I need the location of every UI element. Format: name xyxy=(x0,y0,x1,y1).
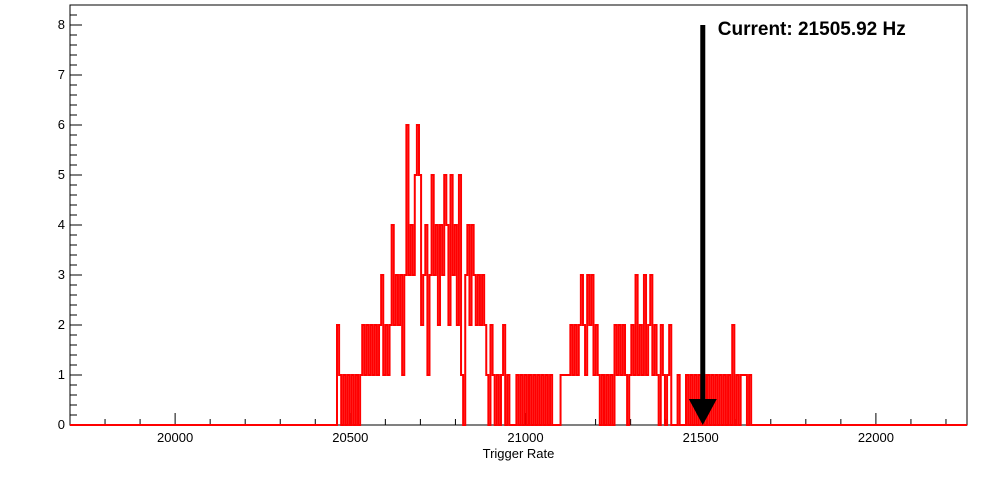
y-tick-label: 2 xyxy=(58,317,65,332)
annotation-arrow-head xyxy=(688,399,717,425)
x-tick-label: 21000 xyxy=(507,430,543,445)
y-tick-label: 3 xyxy=(58,267,65,282)
x-tick-label: 22000 xyxy=(858,430,894,445)
y-tick-label: 0 xyxy=(58,417,65,432)
y-tick-label: 6 xyxy=(58,117,65,132)
y-tick-label: 1 xyxy=(58,367,65,382)
current-rate-annotation: Current: 21505.92 Hz xyxy=(688,19,906,425)
y-tick-label: 8 xyxy=(58,17,65,32)
histogram-series-line xyxy=(70,124,967,426)
y-tick-label: 4 xyxy=(58,217,65,232)
y-tick-label: 5 xyxy=(58,167,65,182)
annotation-text: Current: 21505.92 Hz xyxy=(718,19,906,40)
x-tick-label: 20500 xyxy=(332,430,368,445)
y-tick-label: 7 xyxy=(58,67,65,82)
plot-frame xyxy=(69,4,968,426)
x-tick-label: 20000 xyxy=(157,430,193,445)
axis-tick-labels: 0 1 2 3 4 5 6 7 8 20000 20500 21000 21500 22000 xyxy=(58,17,894,445)
x-tick-label: 21500 xyxy=(683,430,719,445)
x-axis-title: Trigger Rate xyxy=(483,446,555,461)
